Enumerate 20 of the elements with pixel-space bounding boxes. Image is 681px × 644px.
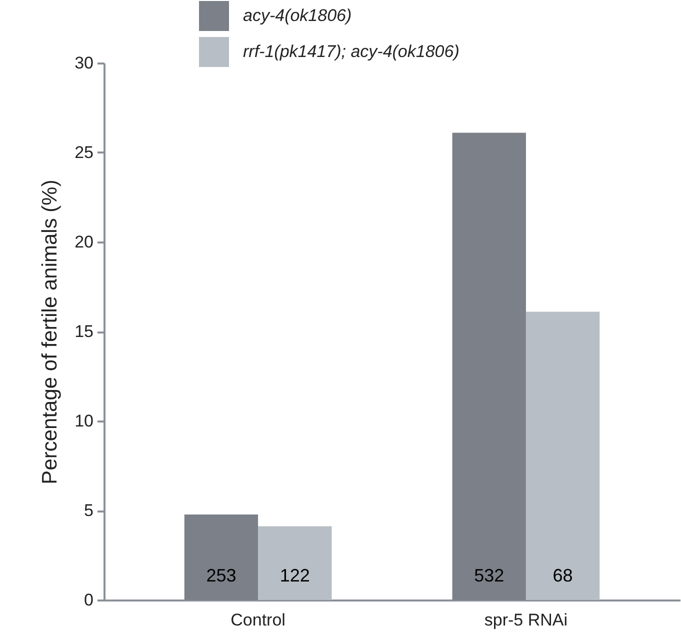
y-tick-label: 25 — [74, 143, 94, 162]
annotation: 68 — [552, 566, 573, 586]
bar — [184, 514, 258, 600]
annotation: 122 — [280, 566, 310, 586]
legend-label: rrf-1(pk1417); acy-4(ok1806) — [243, 42, 460, 61]
legend-label: acy-4(ok1806) — [243, 6, 352, 25]
annotation: 532 — [474, 566, 504, 586]
bar — [526, 312, 600, 600]
annotation: 253 — [206, 566, 236, 586]
bar — [452, 132, 526, 600]
y-tick-label: 30 — [74, 54, 94, 72]
y-tick-label: 5 — [84, 501, 94, 520]
x-tick-label: spr-5 RNAi — [484, 610, 568, 630]
x-tick-label: Control — [230, 610, 286, 630]
y-axis-title: Percentage of fertile animals (%) — [38, 180, 62, 484]
y-tick-label: 15 — [74, 322, 94, 341]
y-tick-label: 10 — [74, 412, 94, 430]
y-tick-label: 20 — [74, 232, 94, 252]
y-tick-label: 0 — [84, 590, 94, 610]
bar — [258, 526, 332, 600]
